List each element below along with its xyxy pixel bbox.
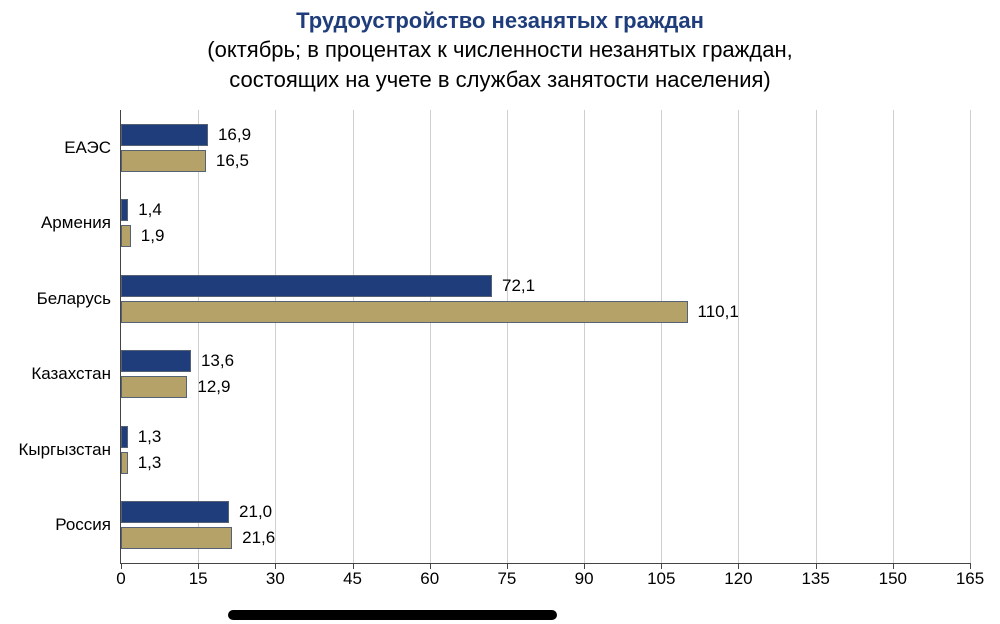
category-label: Беларусь	[37, 289, 111, 309]
bar	[121, 150, 206, 172]
x-tick-label: 30	[266, 569, 285, 589]
x-tick-label: 75	[497, 569, 516, 589]
gridline	[507, 110, 508, 563]
bar-value-label: 110,1	[698, 302, 739, 322]
x-tick-label: 135	[801, 569, 829, 589]
bar-value-label: 1,9	[141, 226, 165, 246]
bar-value-label: 72,1	[502, 276, 535, 296]
bar-value-label: 16,9	[218, 125, 251, 145]
category-label: Армения	[41, 213, 111, 233]
chart-subtitle-line2: состоящих на учете в службах занятости н…	[0, 66, 1000, 94]
bar-value-label: 16,5	[216, 151, 249, 171]
category-label: ЕАЭС	[64, 138, 111, 158]
bar	[121, 527, 232, 549]
bar	[121, 452, 128, 474]
bar	[121, 199, 128, 221]
bar	[121, 275, 492, 297]
bar	[121, 376, 187, 398]
chart-title: Трудоустройство незанятых граждан	[0, 8, 1000, 34]
x-tick-label: 90	[575, 569, 594, 589]
gridline	[353, 110, 354, 563]
bar-value-label: 21,6	[242, 528, 275, 548]
gridline	[738, 110, 739, 563]
gridline	[275, 110, 276, 563]
bar	[121, 225, 131, 247]
chart-subtitle-line1: (октябрь; в процентах к численности неза…	[0, 36, 1000, 64]
chart-area: 0 15 30 45 60 75 90 105 120 135 150 165 ЕАЭС 16,9 16,5…	[0, 100, 1000, 624]
x-tick-label: 120	[724, 569, 752, 589]
bar-value-label: 12,9	[197, 377, 230, 397]
gridline	[970, 110, 971, 563]
bar-value-label: 1,4	[138, 200, 162, 220]
category-label: Казахстан	[31, 364, 111, 384]
footer-rule	[228, 610, 557, 620]
bar	[121, 124, 208, 146]
x-tick-label: 15	[189, 569, 208, 589]
bar-value-label: 13,6	[201, 351, 234, 371]
bar-value-label: 1,3	[138, 427, 162, 447]
bar-value-label: 1,3	[138, 453, 162, 473]
gridline	[584, 110, 585, 563]
bar	[121, 350, 191, 372]
chart-title-block: Трудоустройство незанятых граждан (октяб…	[0, 0, 1000, 93]
plot-area: 0153045607590105120135150165ЕАЭС16,916,5…	[120, 110, 970, 564]
gridline	[893, 110, 894, 563]
x-tick-label: 60	[420, 569, 439, 589]
bar	[121, 426, 128, 448]
category-label: Россия	[55, 515, 111, 535]
x-tick-label: 0	[116, 569, 125, 589]
x-tick-label: 45	[343, 569, 362, 589]
gridline	[198, 110, 199, 563]
category-label: Кыргызстан	[18, 440, 111, 460]
bar-value-label: 21,0	[239, 502, 272, 522]
x-tick-label: 105	[647, 569, 675, 589]
bar	[121, 301, 688, 323]
x-tick-label: 165	[956, 569, 984, 589]
bar	[121, 501, 229, 523]
gridline	[430, 110, 431, 563]
gridline	[816, 110, 817, 563]
gridline	[661, 110, 662, 563]
x-tick-label: 150	[879, 569, 907, 589]
